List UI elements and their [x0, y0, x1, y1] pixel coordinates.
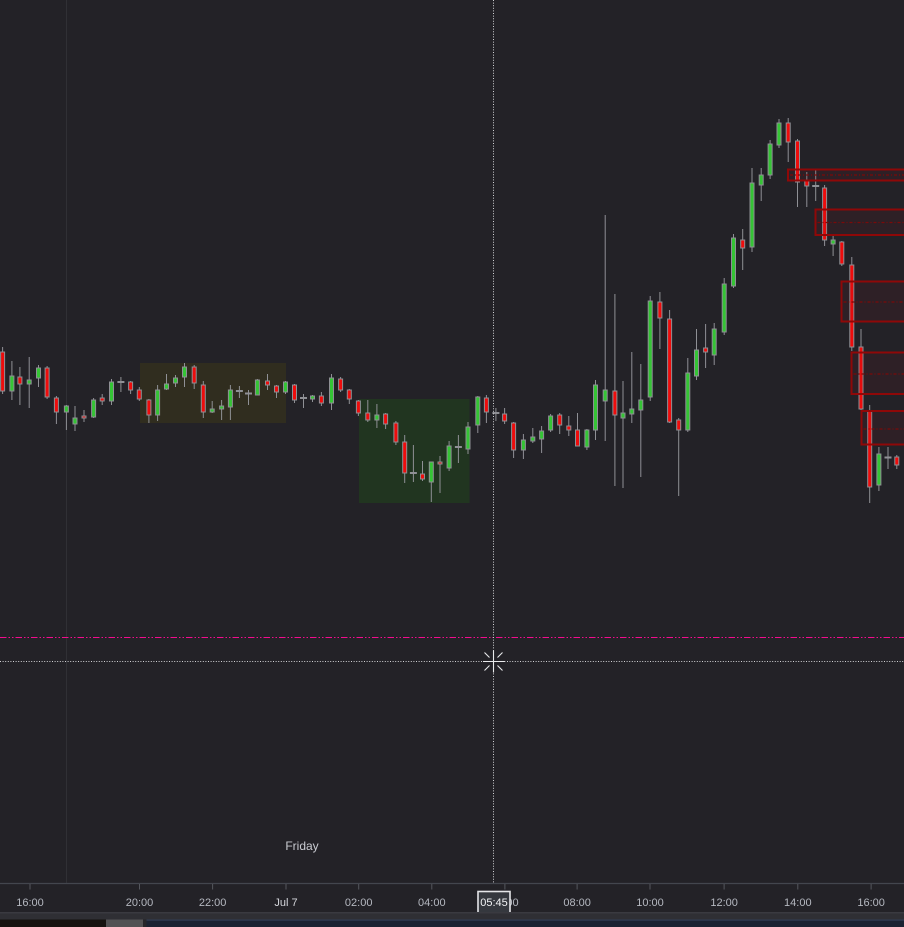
svg-text:14:00: 14:00 — [784, 897, 812, 909]
svg-text:12:00: 12:00 — [710, 897, 738, 909]
svg-text:Friday: Friday — [285, 839, 318, 853]
svg-text:Jul 7: Jul 7 — [274, 897, 297, 909]
svg-text:05:45: 05:45 — [480, 897, 508, 909]
svg-text:22:00: 22:00 — [199, 897, 227, 909]
svg-text:10:00: 10:00 — [636, 897, 664, 909]
svg-text:20:00: 20:00 — [126, 897, 154, 909]
svg-text:02:00: 02:00 — [345, 897, 373, 909]
svg-text:08:00: 08:00 — [563, 897, 591, 909]
svg-text:16:00: 16:00 — [857, 897, 885, 909]
svg-text:04:00: 04:00 — [418, 897, 446, 909]
svg-text:16:00: 16:00 — [16, 897, 44, 909]
